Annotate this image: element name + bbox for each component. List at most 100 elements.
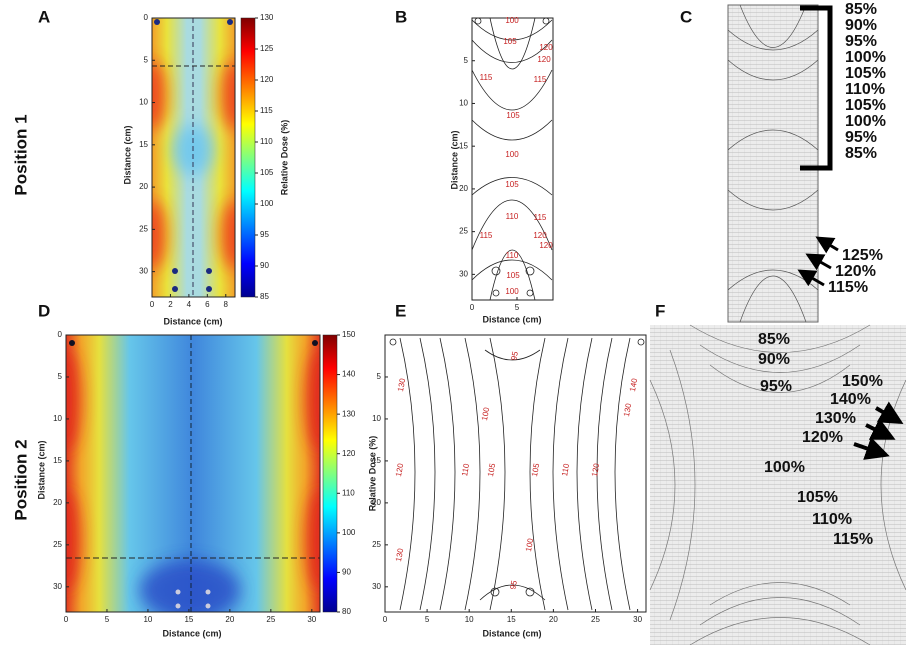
colorbar-tick-label: 130 [260,13,274,22]
y-tick-label: 15 [139,140,148,149]
contour-label: 105 [486,462,497,477]
film-label: 95% [760,378,792,395]
colorbar-tick-label: 110 [342,488,355,497]
x-tick-label: 5 [515,303,520,312]
colorbar-tick-label: 110 [260,137,273,146]
y-tick-label: 10 [139,98,148,107]
x-tick-label: 30 [633,615,642,624]
colorbar-tick-label: 140 [342,370,356,379]
contour-label: 115 [480,73,493,82]
contour-label: 105 [505,180,519,189]
arrow-label: 120% [835,263,876,280]
y-tick-label: 0 [144,13,149,22]
film-label: 105% [797,489,838,506]
contour-label: 105 [506,271,520,280]
colorbar-tick-label: 95 [260,230,269,239]
x-axis-label: Distance (cm) [482,314,541,324]
colorbar-tick-label: 125 [260,44,274,53]
y-tick-label: 20 [139,182,148,191]
panel-label: B [395,7,407,26]
x-tick-label: 8 [224,300,229,309]
contour-label: 130 [396,377,407,392]
x-axis-label: Distance (cm) [482,628,541,638]
film-label: 85% [845,145,877,162]
contour-label: 110 [560,462,571,477]
arrow-label: 125% [842,247,883,264]
contour-label: 100 [524,537,535,552]
x-tick-label: 0 [470,303,475,312]
film-label: 105% [845,97,886,114]
y-tick-label: 30 [459,269,468,278]
x-tick-label: 30 [307,615,316,624]
contour-label: 120 [533,231,547,240]
x-tick-label: 0 [150,300,155,309]
contour-label: 115 [534,75,547,84]
colorbar-tick-label: 130 [342,409,356,418]
colorbar-tick-label: 90 [260,261,269,270]
x-axis-label: Distance (cm) [163,316,222,326]
colorbar-tick-label: 115 [260,106,273,115]
x-tick-label: 0 [64,615,69,624]
contour-label: 120 [394,462,405,477]
contour-label: 120 [590,462,601,477]
y-tick-label: 20 [53,498,62,507]
contour-label: 100 [505,150,519,159]
y-tick-label: 30 [139,267,148,276]
film-label: 140% [830,391,871,408]
contour-label: 95 [508,579,519,590]
x-tick-label: 15 [507,615,516,624]
y-tick-label: 10 [459,99,468,108]
x-tick-label: 0 [383,615,388,624]
contour-label: 120 [537,55,551,64]
contour-label: 115 [534,213,547,222]
heatmap-d [52,335,334,620]
plot-frame [385,335,646,612]
x-tick-label: 5 [105,615,110,624]
contour-label: 105 [503,37,517,46]
x-tick-label: 25 [591,615,600,624]
y-tick-label: 20 [372,498,381,507]
contour-label: 105 [530,462,541,477]
y-tick-label: 15 [53,456,62,465]
film-label: 90% [758,351,790,368]
film-label: 85% [845,1,877,18]
film-label: 110% [812,511,852,528]
y-axis-label: Distance (cm) [122,125,132,184]
colorbar-label: Relative Dose (%) [279,120,289,196]
contour-label: 115 [480,231,493,240]
colorbar-tick-label: 105 [260,168,274,177]
film-label: 85% [758,331,790,348]
x-tick-label: 10 [143,615,152,624]
contour-label: 120 [539,43,553,52]
y-tick-label: 10 [372,414,381,423]
colorbar-tick-label: 120 [260,75,274,84]
panel-label: C [680,7,692,26]
film-label: 95% [845,33,877,50]
film-label: 100% [845,113,886,130]
film-label: 120% [802,429,843,446]
panel-label: D [38,301,50,320]
contour-label: 105 [506,111,520,120]
arrow-label: 115% [828,279,868,296]
colorbar-tick-label: 100 [342,528,356,537]
y-tick-label: 25 [459,227,468,236]
x-tick-label: 10 [465,615,474,624]
y-tick-label: 15 [372,456,381,465]
colorbar-tick-label: 120 [342,449,356,458]
colorbar-tick-label: 100 [260,199,274,208]
contour-label: 100 [480,406,491,421]
x-tick-label: 20 [549,615,558,624]
contour-label: 110 [460,462,471,477]
x-tick-label: 6 [205,300,210,309]
row-label: Position 1 [11,114,30,195]
contour-label: 95 [509,350,520,361]
colorbar [323,335,337,612]
contours-e [390,338,644,610]
colorbar-tick-label: 85 [260,292,269,301]
panel-label: E [395,301,406,320]
y-tick-label: 5 [377,372,382,381]
film-c [728,5,838,322]
figure: Position 1 Position 2 A02468051015202530… [0,0,906,645]
colorbar-tick-label: 150 [342,330,356,339]
y-tick-label: 30 [53,582,62,591]
